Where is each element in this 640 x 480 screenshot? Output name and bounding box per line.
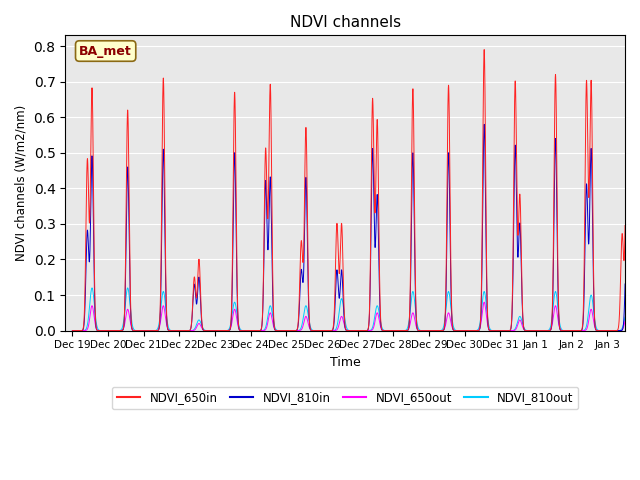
NDVI_810out: [406, 310, 414, 315]
NDVI_810out: [522, 327, 530, 333]
Title: NDVI channels: NDVI channels: [289, 15, 401, 30]
NDVI_810in: [97, 328, 105, 334]
NDVI_650out: [522, 328, 530, 334]
NDVI_650out: [492, 328, 499, 334]
NDVI_650out: [275, 328, 283, 334]
NDVI_810in: [275, 328, 283, 334]
Line: NDVI_650in: NDVI_650in: [72, 49, 640, 331]
Line: NDVI_810in: NDVI_810in: [72, 124, 640, 331]
NDVI_650out: [97, 328, 105, 334]
NDVI_650in: [639, 328, 640, 334]
NDVI_650in: [522, 328, 530, 334]
NDVI_650out: [639, 328, 640, 334]
Line: NDVI_810out: NDVI_810out: [72, 288, 640, 331]
NDVI_650in: [97, 328, 105, 334]
NDVI_810in: [431, 328, 439, 334]
NDVI_810in: [213, 328, 221, 334]
NDVI_650in: [492, 328, 499, 334]
NDVI_810in: [639, 328, 640, 334]
Text: BA_met: BA_met: [79, 45, 132, 58]
NDVI_810in: [68, 328, 76, 334]
NDVI_810in: [492, 328, 499, 334]
NDVI_650in: [406, 296, 414, 302]
NDVI_810out: [431, 328, 439, 334]
NDVI_810out: [639, 328, 640, 334]
Line: NDVI_650out: NDVI_650out: [72, 302, 640, 331]
Y-axis label: NDVI channels (W/m2/nm): NDVI channels (W/m2/nm): [15, 105, 28, 261]
NDVI_650out: [431, 328, 438, 334]
NDVI_810out: [492, 328, 499, 334]
X-axis label: Time: Time: [330, 356, 360, 369]
NDVI_650in: [480, 47, 488, 52]
NDVI_650in: [431, 328, 439, 334]
NDVI_650in: [213, 328, 221, 334]
Legend: NDVI_650in, NDVI_810in, NDVI_650out, NDVI_810out: NDVI_650in, NDVI_810in, NDVI_650out, NDV…: [112, 387, 578, 409]
NDVI_810in: [406, 305, 414, 311]
NDVI_810in: [522, 328, 530, 334]
NDVI_810out: [275, 328, 283, 334]
NDVI_650out: [68, 328, 76, 334]
NDVI_810out: [88, 285, 96, 291]
NDVI_650in: [275, 328, 283, 334]
NDVI_650in: [68, 328, 76, 334]
NDVI_650out: [406, 322, 414, 328]
NDVI_810out: [97, 328, 105, 334]
NDVI_650out: [480, 300, 488, 305]
NDVI_810out: [68, 328, 76, 334]
NDVI_810in: [480, 121, 488, 127]
